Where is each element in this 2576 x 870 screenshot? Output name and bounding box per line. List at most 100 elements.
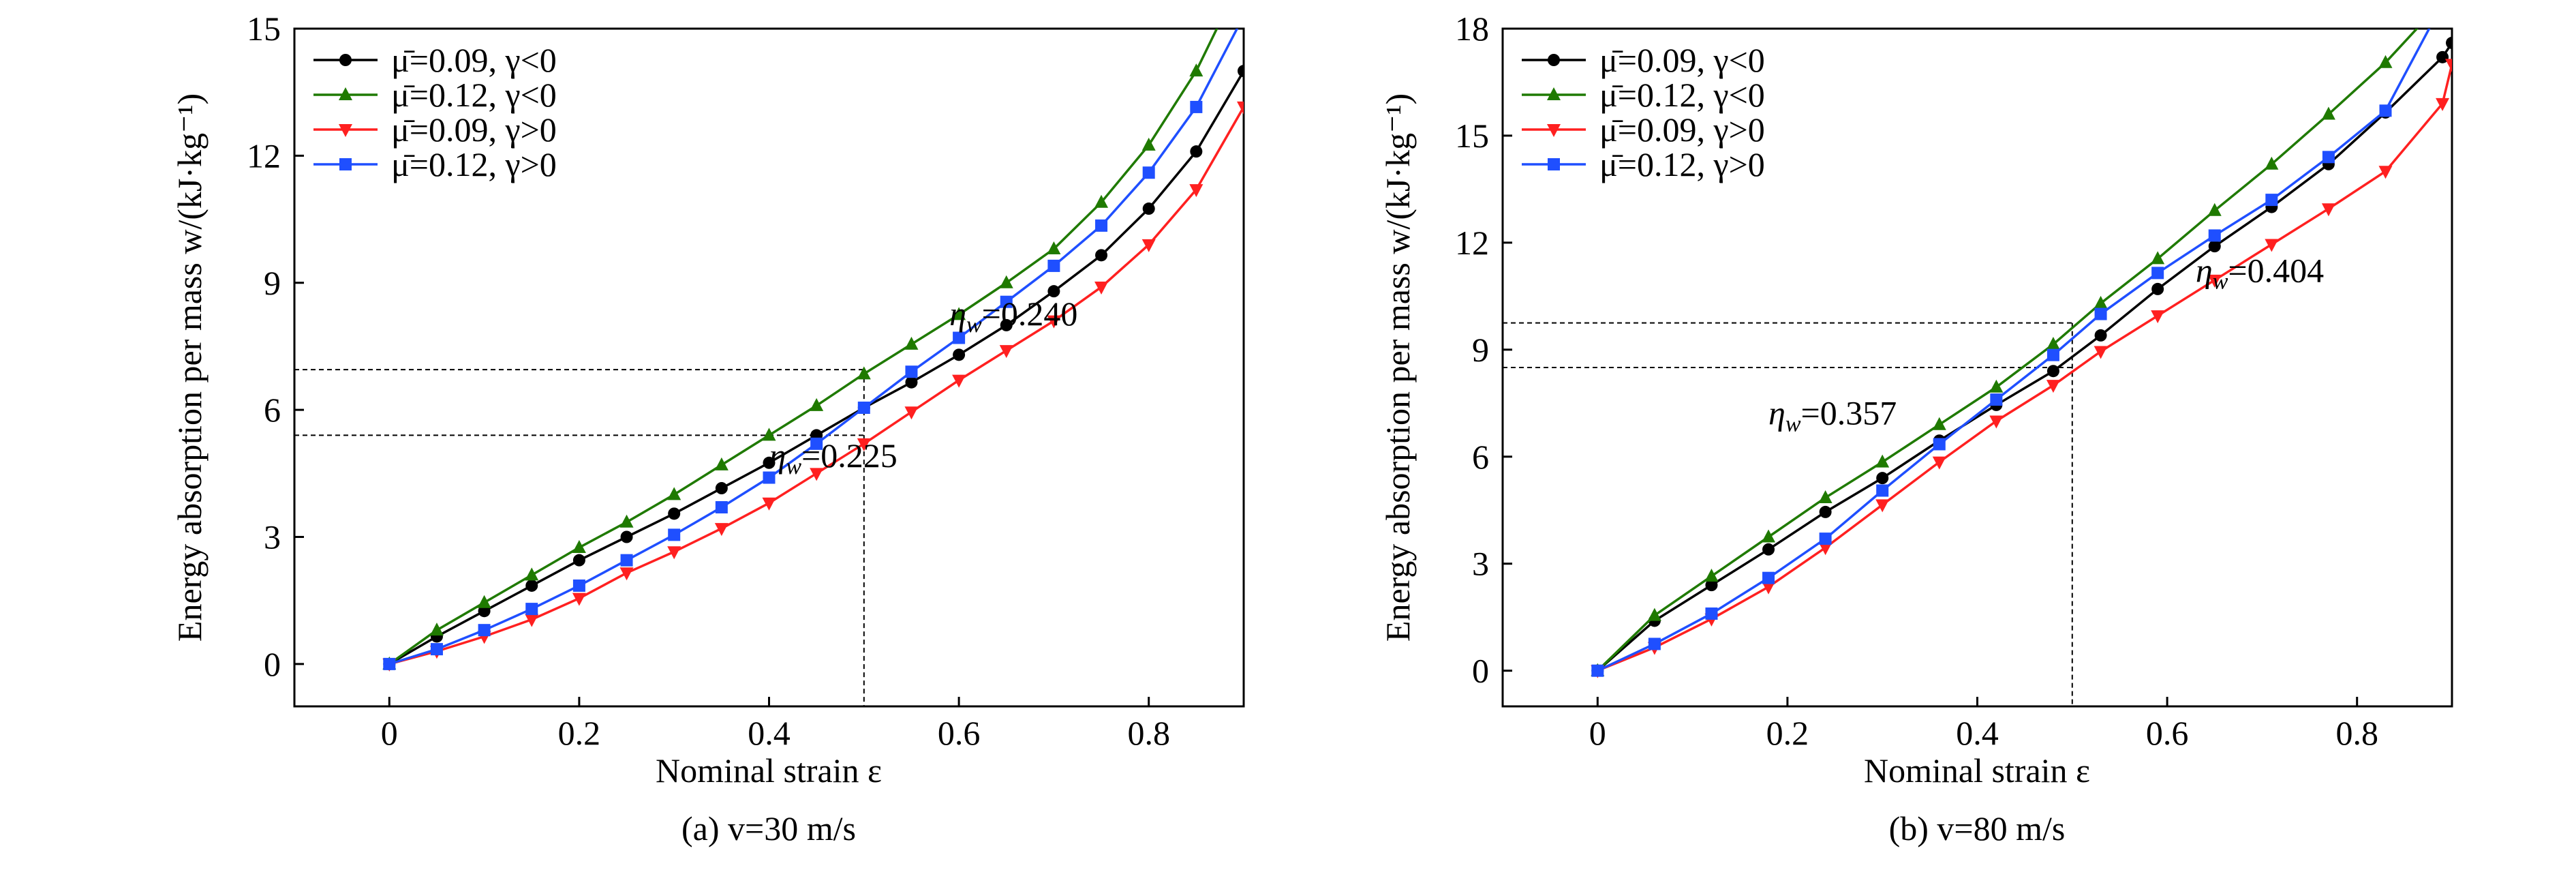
data-point [2446, 36, 2452, 49]
series-line [1597, 29, 2431, 672]
x-tick-label: 0.2 [558, 714, 601, 752]
data-point [2151, 310, 2165, 324]
data-point [2094, 295, 2108, 309]
data-point [525, 603, 538, 616]
data-point [1094, 194, 1109, 208]
legend-marker [1547, 87, 1561, 100]
y-axis-label: Energy absorption per mass w/(kJ·kg⁻¹) [1379, 93, 1417, 642]
reference-lines [294, 369, 865, 706]
data-point [1876, 484, 1889, 497]
data-point [2445, 59, 2452, 72]
data-point [1095, 249, 1108, 262]
data-point [2265, 239, 2279, 252]
data-point [2207, 274, 2222, 288]
legend: μ̄=0.09, γ<0μ̄=0.12, γ<0μ̄=0.09, γ>0μ̄=0… [1522, 41, 1765, 183]
data-point [952, 374, 966, 388]
data-point [2417, 14, 2430, 27]
y-tick-label: 3 [264, 518, 281, 556]
data-point [904, 406, 919, 420]
data-point [572, 592, 586, 606]
x-axis-label: Nominal strain ε [656, 751, 882, 790]
data-point [762, 497, 776, 511]
data-point [1875, 454, 1890, 468]
data-point [2321, 106, 2335, 120]
data-point [1047, 285, 1060, 298]
data-point [1933, 438, 1946, 451]
x-tick-label: 0.4 [1956, 714, 1999, 752]
data-point [1762, 543, 1775, 556]
data-point [1000, 318, 1013, 331]
y-tick-label: 0 [264, 645, 281, 683]
legend-label: μ̄=0.12, γ<0 [391, 76, 557, 114]
data-point [2436, 50, 2449, 63]
data-point [2094, 308, 2107, 320]
data-point [668, 528, 681, 541]
legend-label: μ̄=0.09, γ>0 [391, 110, 557, 149]
data-point [1142, 202, 1155, 215]
x-tick-label: 0.8 [2335, 714, 2378, 752]
panel-caption: (b) v=80 m/s [1889, 809, 2066, 847]
data-point [715, 501, 728, 514]
data-point [2094, 346, 2108, 359]
data-point [1237, 101, 1244, 115]
data-point [383, 657, 396, 670]
data-point [2427, 16, 2439, 28]
data-point [572, 579, 585, 592]
data-point [1190, 145, 1203, 158]
data-point [620, 554, 633, 567]
data-point [668, 507, 681, 520]
data-point [857, 438, 871, 451]
data-point [1189, 63, 1203, 77]
data-point [667, 487, 681, 500]
legend-label: μ̄=0.12, γ>0 [1599, 145, 1765, 183]
data-point [810, 437, 823, 450]
legend-label: μ̄=0.09, γ<0 [1599, 41, 1765, 79]
data-point [1819, 505, 1832, 518]
data-point [2321, 203, 2335, 217]
x-tick-label: 0 [1589, 714, 1606, 752]
data-point [904, 336, 919, 350]
data-point [1819, 532, 1832, 545]
annotations: ηw=0.240 ηw=0.225 [769, 295, 1078, 479]
panel-caption: (a) v=30 m/s [681, 809, 856, 847]
data-point [1932, 417, 1946, 430]
y-tick-label: 0 [1472, 652, 1489, 690]
x-tick-label: 0.6 [938, 714, 981, 752]
data-point [2265, 194, 2278, 207]
data-point [525, 567, 539, 581]
data-point [2378, 166, 2393, 179]
legend-label: μ̄=0.12, γ>0 [391, 145, 557, 183]
data-point [953, 348, 966, 361]
data-point [1591, 664, 1604, 677]
data-point [2207, 202, 2222, 216]
series-line [388, 106, 1244, 665]
data-point [572, 554, 585, 567]
data-point [667, 546, 681, 560]
data-point [1990, 393, 2003, 406]
data-point [1705, 607, 1718, 620]
data-point [1000, 295, 1013, 308]
data-point [1238, 10, 1250, 22]
annotations: ηw=0.404 ηw=0.357 [1768, 251, 2324, 436]
data-point [1047, 315, 1061, 329]
data-point [1647, 608, 1661, 621]
data-point [1989, 379, 2004, 393]
data-point [2046, 336, 2060, 350]
data-point [1762, 571, 1775, 584]
y-tick-label: 3 [1472, 545, 1489, 583]
data-point [478, 624, 491, 637]
data-point [1762, 581, 1776, 595]
data-point [2046, 365, 2059, 378]
data-point [429, 622, 444, 636]
legend-label: μ̄=0.12, γ<0 [1599, 76, 1765, 114]
legend-label: μ̄=0.09, γ>0 [1599, 110, 1765, 149]
x-axis-label: Nominal strain ε [1864, 751, 2090, 790]
data-point [1141, 137, 1156, 151]
eta-annotation: ηw=0.240 [949, 295, 1077, 338]
axis-ticks: 0 0.2 0.4 0.6 0.8 0 3 6 9 12 15 [247, 10, 1170, 752]
eta-annotation: ηw=0.225 [769, 436, 898, 479]
data-point [714, 523, 729, 537]
x-tick-label: 0.2 [1766, 714, 1809, 752]
data-point [1705, 579, 1718, 592]
